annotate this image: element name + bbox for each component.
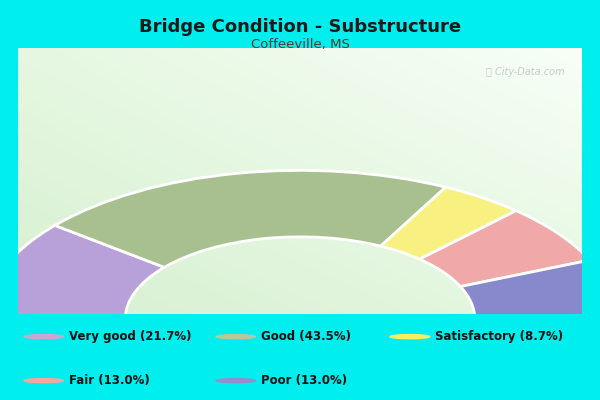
Wedge shape [460,260,600,319]
Wedge shape [419,211,590,286]
Ellipse shape [24,378,64,383]
Wedge shape [55,170,446,267]
Text: Fair (13.0%): Fair (13.0%) [69,374,150,387]
Text: ⓘ City-Data.com: ⓘ City-Data.com [487,67,565,77]
Text: Coffeeville, MS: Coffeeville, MS [251,38,349,51]
Text: Very good (21.7%): Very good (21.7%) [69,330,191,343]
Text: Bridge Condition - Substructure: Bridge Condition - Substructure [139,18,461,36]
Ellipse shape [390,334,430,339]
Text: Poor (13.0%): Poor (13.0%) [261,374,347,387]
Wedge shape [0,225,164,319]
Text: Good (43.5%): Good (43.5%) [261,330,351,343]
Ellipse shape [216,334,256,339]
Wedge shape [380,187,516,259]
Text: Satisfactory (8.7%): Satisfactory (8.7%) [435,330,563,343]
Ellipse shape [216,378,256,383]
Ellipse shape [24,334,64,339]
